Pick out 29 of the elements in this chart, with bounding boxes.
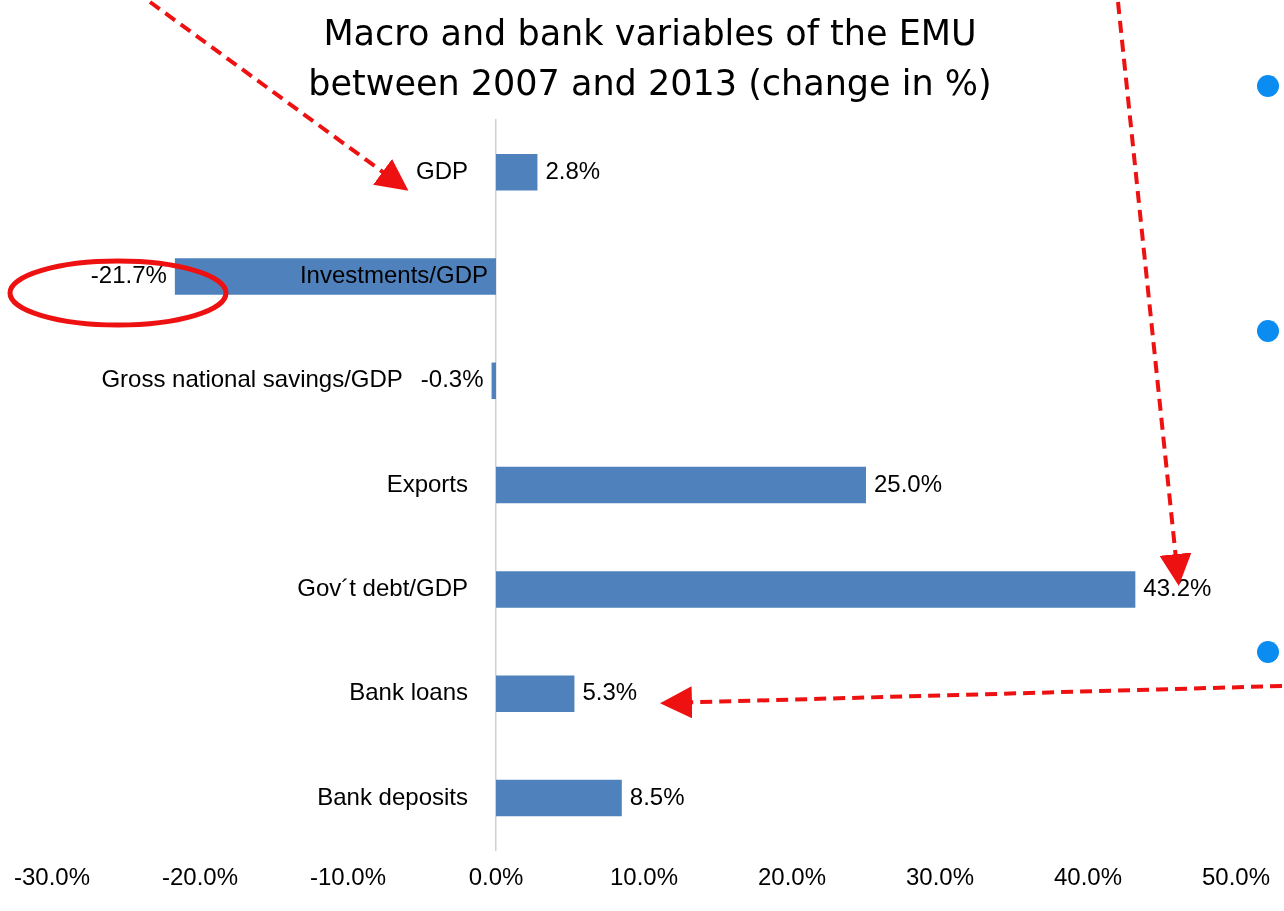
data-label: 8.5% bbox=[629, 782, 685, 810]
bar bbox=[496, 779, 622, 817]
chart-title: Macro and bank variables of the EMU between 2007 and 2013 (change in %) bbox=[307, 12, 993, 105]
bar bbox=[496, 153, 538, 191]
data-label: 25.0% bbox=[873, 469, 943, 497]
x-tick-label: 40.0% bbox=[1053, 863, 1123, 891]
y-tick-label: Bank loans bbox=[349, 678, 468, 706]
y-tick-label: Bank deposits bbox=[317, 782, 468, 810]
data-label: -21.7% bbox=[90, 261, 167, 289]
x-tick-label: -20.0% bbox=[161, 863, 239, 891]
x-tick-label: 10.0% bbox=[609, 863, 679, 891]
x-tick-label: -10.0% bbox=[309, 863, 387, 891]
x-tick-label: 50.0% bbox=[1201, 863, 1271, 891]
data-label: 2.8% bbox=[545, 156, 601, 184]
x-tick-label: 30.0% bbox=[905, 863, 975, 891]
y-tick-label: Exports bbox=[386, 469, 468, 497]
y-tick-label: Gross national savings/GDP bbox=[101, 365, 403, 393]
data-label: 43.2% bbox=[1143, 574, 1212, 602]
x-tick-label: 20.0% bbox=[757, 863, 827, 891]
x-tick-label: 0.0% bbox=[468, 863, 524, 891]
y-tick-label: Investments/GDP bbox=[299, 261, 488, 289]
data-label: -0.3% bbox=[420, 365, 484, 393]
y-tick-label: Gov´t debt/GDP bbox=[297, 574, 468, 602]
bar bbox=[496, 571, 1136, 608]
bar bbox=[496, 466, 866, 504]
x-tick-label: -30.0% bbox=[14, 863, 91, 891]
y-tick-label: GDP bbox=[415, 156, 468, 184]
data-label: 5.3% bbox=[582, 678, 638, 706]
bar bbox=[496, 675, 575, 712]
